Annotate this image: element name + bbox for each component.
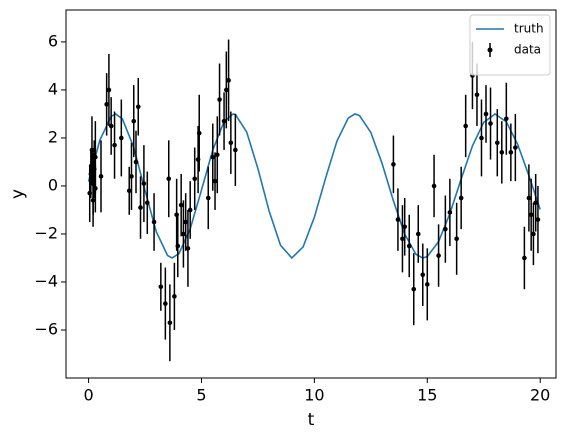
data-point [178,202,184,208]
data-point [504,116,509,122]
y-axis-label: y [8,189,28,199]
data-point [108,123,114,129]
y-tick-label: 4 [48,79,58,98]
data-point [112,142,117,148]
data-point [391,162,396,167]
data-point [217,97,222,102]
data-point [424,282,430,287]
data-point [163,301,168,306]
data-point [166,176,172,182]
data-point [402,224,408,230]
data-point [135,104,141,110]
data-point [133,159,139,165]
y-tick-label: −4 [34,271,58,290]
data-point [226,78,231,83]
y-tick-label: 6 [48,31,58,50]
data-point [494,140,500,146]
legend-label: truth [514,22,544,36]
x-tick-label: 15 [417,386,437,405]
x-axis-label: t [308,410,315,430]
truth-line [87,112,541,260]
data-point [513,145,518,150]
data-point [499,150,505,155]
data-point [479,135,484,141]
x-tick-label: 5 [196,386,206,405]
data-point [526,195,532,201]
data-point [167,320,173,326]
data-point [528,212,534,218]
data-point [415,231,421,237]
data-point [411,286,417,292]
data-point [144,200,150,206]
y-tick-label: −2 [34,223,58,242]
y-tick-label: −6 [34,319,58,338]
data-point [175,243,181,249]
data-point [533,200,538,206]
data-point [463,123,468,129]
data-point [205,195,211,201]
data-point [406,243,412,249]
data-point [474,92,480,98]
data-point [447,210,453,215]
data-point [214,152,220,158]
data-point [400,236,405,242]
data-point [89,147,95,153]
data-point [531,231,536,237]
plot-area [87,39,541,362]
data-point [158,284,164,290]
x-tick-label: 10 [304,386,324,405]
data-point [483,111,489,117]
data-point [104,102,109,107]
data-point [141,181,147,186]
data-point [212,178,218,184]
data-point [454,236,459,242]
data-point [420,272,426,278]
data-point [395,217,401,222]
data-point [224,87,229,93]
data-point [119,135,124,141]
data-point [508,150,514,155]
data-point [431,183,437,189]
data-point [131,118,137,124]
data-point [172,294,177,299]
data-point [196,130,202,136]
data-point [221,118,227,124]
data-point [535,217,541,222]
data-point [138,205,143,210]
data-point [98,174,104,179]
x-tick-label: 0 [83,386,93,405]
data-point [228,140,234,146]
data-point [181,231,186,237]
legend-swatch [487,47,493,53]
plot-frame [65,9,557,379]
data-point [210,154,216,160]
x-tick-label: 20 [530,386,550,405]
data-point [192,176,198,182]
data-point [183,219,188,225]
data-point [488,121,493,126]
data-point [443,226,448,232]
data-point [126,188,132,194]
data-point [187,207,193,213]
data-point [233,147,238,153]
legend-box [469,14,551,76]
data-point [185,246,191,251]
y-tick-label: 2 [48,127,58,146]
data-point [129,174,134,179]
legend-label: data [514,43,541,57]
y-tick-label: 0 [48,175,58,194]
data-point [151,219,157,225]
data-point [93,154,98,160]
data-point [106,87,112,93]
data-point [436,253,441,258]
data-point [458,195,464,201]
data-point [522,255,527,261]
